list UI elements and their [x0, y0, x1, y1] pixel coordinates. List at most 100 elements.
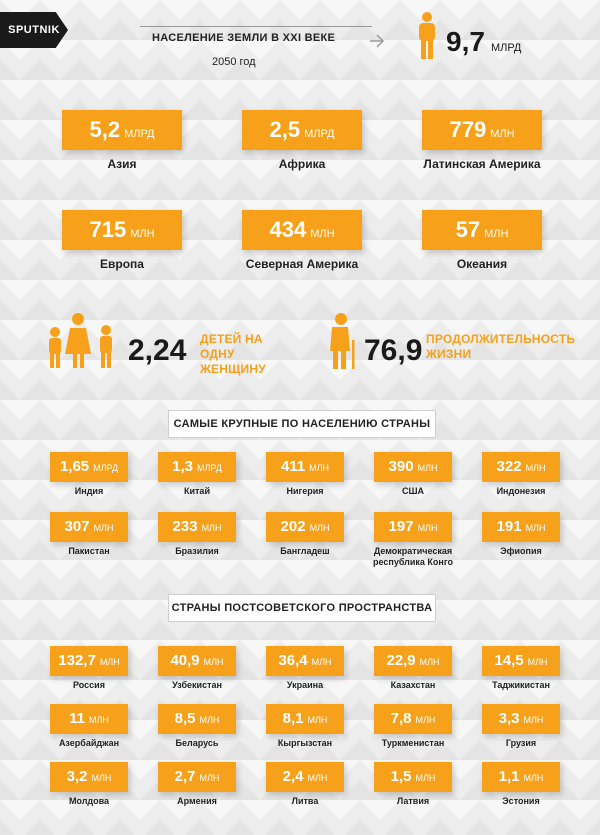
country-label: Азия	[107, 157, 137, 171]
country-label: Нигерия	[286, 486, 324, 496]
value-number: 11	[69, 710, 85, 727]
value-unit: МЛН	[523, 715, 544, 725]
total-population: 9,7 МЛРД	[446, 26, 521, 58]
elderly-icon	[328, 312, 360, 375]
country-label: Узбекистан	[172, 680, 222, 690]
value-box: 1,65 МЛРД	[50, 452, 128, 482]
value-unit: МЛН	[417, 523, 438, 533]
value-unit: МЛН	[309, 463, 330, 473]
value-number: 202	[280, 518, 306, 535]
value-box: 2,4 МЛН	[266, 762, 344, 792]
value-number: 8,5	[174, 710, 196, 727]
country-label: Латинская Америка	[423, 157, 541, 171]
value-unit: МЛРД	[304, 128, 335, 140]
value-unit: МЛН	[130, 228, 155, 240]
value-box: 411 МЛН	[266, 452, 344, 482]
value-box: 5,2 МЛРД	[62, 110, 182, 150]
value-box: 779 МЛН	[422, 110, 542, 150]
value-number: 307	[64, 518, 90, 535]
person-icon	[416, 12, 438, 60]
value-unit: МЛН	[307, 715, 328, 725]
value-box: 307 МЛН	[50, 512, 128, 542]
country-label: Латвия	[396, 796, 430, 806]
children-label: ДЕТЕЙ НА ОДНУ ЖЕНЩИНУ	[200, 332, 266, 376]
country-label: Молдова	[68, 796, 110, 806]
country-label: Россия	[73, 680, 105, 690]
largest-section-title: САМЫЕ КРУПНЫЕ ПО НАСЕЛЕНИЮ СТРАНЫ	[168, 410, 436, 438]
value-unit: МЛН	[490, 128, 515, 140]
value-box: 1,5 МЛН	[374, 762, 452, 792]
value-unit: МЛН	[201, 523, 222, 533]
value-number: 22,9	[386, 652, 416, 669]
country-label: Китай	[184, 486, 210, 496]
value-number: 2,5	[269, 117, 301, 142]
value-unit: МЛН	[310, 228, 335, 240]
value-number: 197	[388, 518, 414, 535]
sputnik-logo: SPUTNIK	[0, 12, 68, 48]
country-label: Грузия	[505, 738, 537, 748]
country-label: Таджикистан	[492, 680, 550, 690]
country-label: Туркменистан	[381, 738, 445, 748]
page-subtitle: 2050 год	[212, 56, 256, 68]
value-box: 191 МЛН	[482, 512, 560, 542]
value-number: 715	[89, 217, 127, 242]
value-unit: МЛН	[309, 523, 330, 533]
value-unit: МЛН	[415, 715, 436, 725]
divider	[140, 26, 372, 27]
value-number: 2,4	[282, 768, 304, 785]
country-label: Демократическая республика Конго	[373, 546, 453, 567]
country-label: Эстония	[502, 796, 540, 806]
value-box: 1,1 МЛН	[482, 762, 560, 792]
value-box: 36,4 МЛН	[266, 646, 344, 676]
value-box: 8,1 МЛН	[266, 704, 344, 734]
value-box: 322 МЛН	[482, 452, 560, 482]
value-number: 1,1	[498, 768, 520, 785]
value-number: 233	[172, 518, 198, 535]
value-box: 390 МЛН	[374, 452, 452, 482]
value-number: 390	[388, 458, 414, 475]
country-label: Африка	[278, 157, 326, 171]
postsoviet-section-title: СТРАНЫ ПОСТСОВЕТСКОГО ПРОСТРАНСТВА	[168, 594, 436, 622]
country-label: Океания	[456, 257, 508, 271]
value-box: 57 МЛН	[422, 210, 542, 250]
value-unit: МЛРД	[124, 128, 155, 140]
value-number: 36,4	[278, 652, 308, 669]
value-box: 3,3 МЛН	[482, 704, 560, 734]
life-value: 76,9	[364, 334, 423, 367]
value-number: 132,7	[58, 652, 96, 669]
value-unit: МЛРД	[196, 463, 222, 473]
total-value: 9,7	[446, 26, 485, 57]
value-unit: МЛН	[88, 715, 109, 725]
value-box: 40,9 МЛН	[158, 646, 236, 676]
value-number: 1,3	[172, 458, 193, 475]
value-number: 8,1	[282, 710, 304, 727]
value-number: 779	[449, 117, 487, 142]
value-unit: МЛН	[311, 657, 332, 667]
value-box: 202 МЛН	[266, 512, 344, 542]
value-number: 1,5	[390, 768, 412, 785]
value-unit: МЛН	[527, 657, 548, 667]
value-box: 7,8 МЛН	[374, 704, 452, 734]
value-box: 22,9 МЛН	[374, 646, 452, 676]
value-unit: МЛН	[199, 773, 220, 783]
value-number: 322	[496, 458, 522, 475]
value-unit: МЛН	[525, 523, 546, 533]
country-label: Литва	[291, 796, 319, 806]
value-number: 5,2	[89, 117, 121, 142]
value-number: 411	[280, 458, 306, 475]
country-label: Европа	[100, 257, 144, 271]
value-box: 132,7 МЛН	[50, 646, 128, 676]
value-box: 2,7 МЛН	[158, 762, 236, 792]
country-label: Бразилия	[175, 546, 219, 556]
children-value: 2,24	[128, 334, 187, 367]
value-number: 434	[269, 217, 307, 242]
value-number: 191	[496, 518, 522, 535]
country-label: Пакистан	[68, 546, 110, 556]
total-unit: МЛРД	[490, 42, 522, 54]
value-number: 3,3	[498, 710, 520, 727]
value-number: 7,8	[390, 710, 412, 727]
value-unit: МЛН	[203, 657, 224, 667]
value-unit: МЛН	[419, 657, 440, 667]
country-label: Азербайджан	[58, 738, 120, 748]
value-box: 197 МЛН	[374, 512, 452, 542]
